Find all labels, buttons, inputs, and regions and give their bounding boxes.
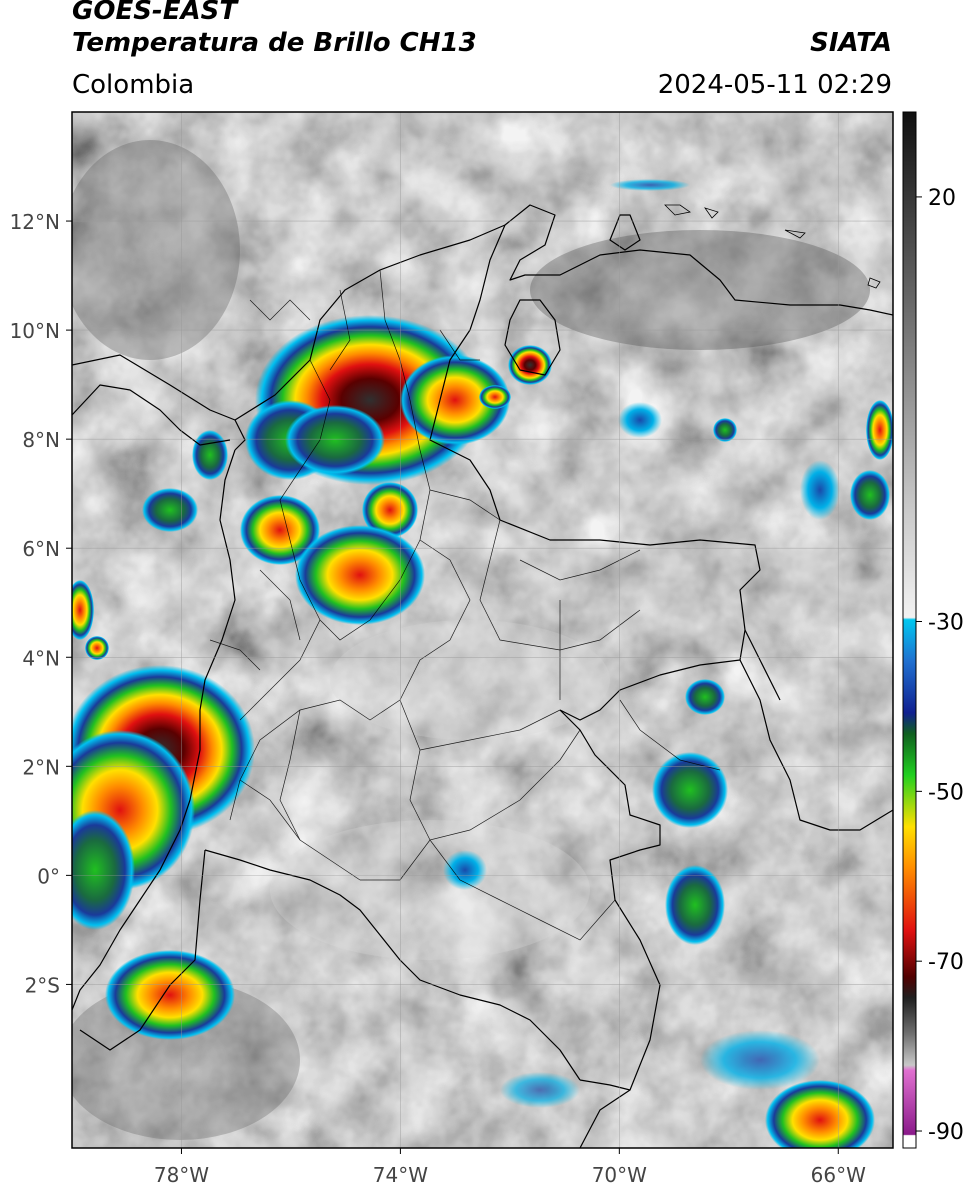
- border-venezuela-brazil: [739, 659, 893, 831]
- colorbar-tick-label: -50: [928, 780, 964, 805]
- coast-guajira: [609, 214, 641, 251]
- lon-label: 70°W: [592, 1163, 647, 1187]
- lake-maracaibo: [504, 299, 561, 376]
- border-ecuador-peru: [79, 849, 206, 1051]
- colorbar-ticks: 20 -30 -50 -70 -90: [916, 186, 964, 1145]
- lon-label: 78°W: [154, 1163, 209, 1187]
- satellite-title: GOES-EAST: [72, 0, 238, 26]
- colorbar-ramp: [902, 111, 917, 1149]
- colorbar: 20 -30 -50 -70 -90: [902, 111, 964, 1149]
- colorbar-tick-label: 20: [928, 186, 956, 211]
- colorbar-tick-label: -90: [928, 1120, 964, 1145]
- brand-label: SIATA: [810, 28, 892, 58]
- coastline-caribbean: [72, 204, 893, 421]
- border-colombia-venezuela: [429, 224, 761, 721]
- lat-label: 4°N: [22, 646, 60, 670]
- lat-label: 8°N: [22, 428, 60, 452]
- map-axes: 12°N 10°N 8°N 6°N 4°N 2°N 0° 2°S 78°W 74°W 70°W 66°…: [10, 210, 867, 1187]
- border-colombia-peru: [204, 849, 581, 1081]
- lat-label: 10°N: [10, 319, 60, 343]
- lat-label: 2°N: [22, 755, 60, 779]
- satellite-imagery: [72, 112, 893, 1148]
- lat-label: 6°N: [22, 537, 60, 561]
- lon-label: 66°W: [811, 1163, 866, 1187]
- lon-label: 74°W: [373, 1163, 428, 1187]
- map-frame: [71, 111, 894, 1149]
- colorbar-tick-label: -70: [928, 950, 964, 975]
- department-borders: [209, 269, 721, 941]
- border-darien: [234, 419, 246, 451]
- colorbar-tick-label: -30: [928, 611, 964, 636]
- islands: [664, 204, 881, 289]
- coastline-panama: [72, 384, 231, 446]
- timestamp-label: 2024-05-11 02:29: [657, 70, 892, 100]
- lat-label: 2°S: [25, 973, 60, 997]
- region-label: Colombia: [72, 70, 195, 100]
- product-title: Temperatura de Brillo CH13: [72, 28, 477, 58]
- convective-clouds: [72, 179, 893, 1148]
- lat-label: 0°: [37, 864, 60, 888]
- border-orinoco: [744, 629, 781, 701]
- lat-label: 12°N: [10, 210, 60, 234]
- graticule: [72, 112, 893, 1148]
- coastline-pacific: [72, 449, 236, 1011]
- border-peru-brazil: [579, 1089, 631, 1148]
